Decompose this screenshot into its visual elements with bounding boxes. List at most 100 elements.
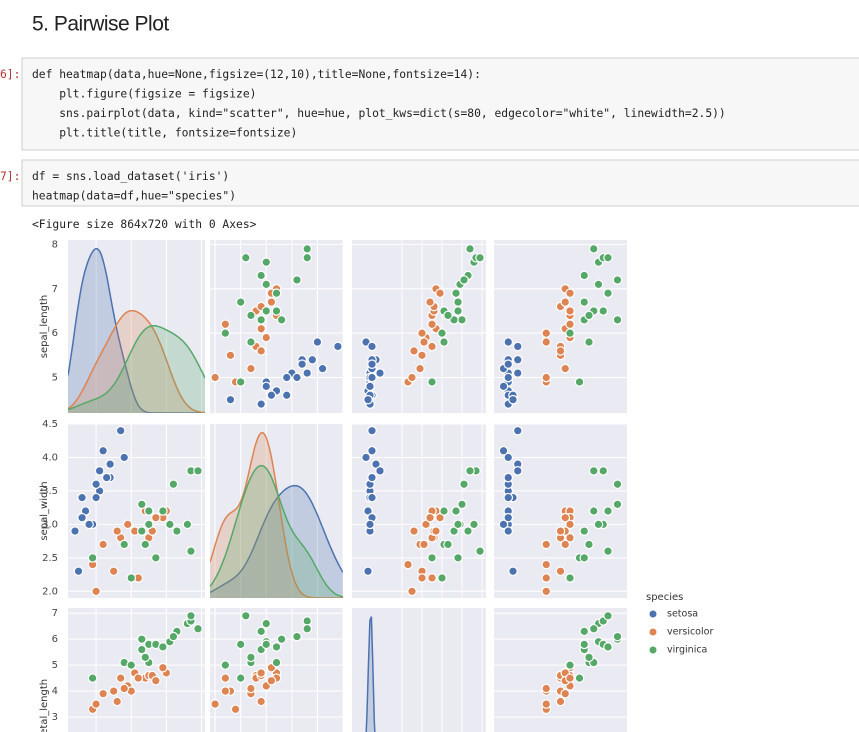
scatter-point [193, 466, 203, 476]
scatter-point [119, 452, 130, 463]
panel-background [210, 424, 343, 598]
scatter-point [115, 673, 126, 683]
scatter-point [453, 306, 463, 316]
code-cell[interactable] [21, 57, 859, 151]
scatter-point [541, 586, 552, 597]
scatter-point [261, 257, 272, 267]
kde-line [365, 616, 376, 732]
scatter-point [367, 472, 377, 483]
scatter-point [186, 546, 196, 556]
scatter-point [465, 466, 475, 476]
scatter-point [246, 652, 256, 663]
scatter-point [584, 310, 594, 321]
code-cell[interactable] [21, 159, 859, 207]
scatter-point [435, 288, 445, 299]
scatter-point [541, 573, 552, 583]
scatter-point [182, 519, 193, 530]
scatter-point [119, 683, 130, 694]
scatter-point [136, 526, 147, 536]
scatter-point [261, 332, 272, 343]
scatter-point [363, 394, 373, 405]
scatter-point [256, 399, 266, 409]
scatter-point [560, 512, 571, 523]
scatter-point [271, 306, 282, 316]
scatter-point [508, 394, 518, 405]
scatter-point [246, 683, 256, 694]
scatter-point [565, 328, 575, 338]
scatter-point [565, 319, 575, 330]
scatter-point [565, 519, 575, 530]
kde-line [210, 464, 343, 598]
scatter-point [271, 657, 282, 668]
scatter-point [375, 466, 385, 476]
scatter-point [409, 526, 419, 536]
scatter-point [541, 372, 552, 383]
panel-background [494, 608, 627, 732]
scatter-point [136, 634, 147, 644]
panel [352, 424, 486, 598]
scatter-point [365, 519, 375, 530]
panel-background [68, 240, 205, 413]
y-axis-label: petal_length [39, 679, 50, 732]
panel-background [494, 240, 627, 413]
scatter-point [225, 394, 236, 405]
scatter-point [256, 270, 266, 281]
y-tick-label: 8 [52, 239, 58, 250]
y-tick-label: 3 [52, 712, 58, 723]
scatter-point [403, 559, 413, 570]
scatter-point [419, 337, 429, 347]
scatter-point [256, 315, 266, 325]
scatter-point [363, 566, 373, 577]
scatter-point [220, 673, 231, 683]
scatter-point [98, 445, 108, 456]
section-title: 5. Pairwise Plot [32, 13, 169, 36]
scatter-point [302, 252, 312, 263]
code-line: plt.title(title, fontsize=fontsize) [32, 127, 297, 140]
scatter-point [579, 553, 590, 563]
scatter-point [261, 618, 272, 629]
scatter-point [603, 506, 613, 516]
panel [352, 240, 486, 413]
scatter-point [417, 328, 427, 338]
scatter-point [475, 252, 485, 263]
scatter-point [136, 499, 147, 510]
y-tick-label: 6 [52, 634, 58, 645]
scatter-point [140, 652, 151, 663]
scatter-point [77, 492, 87, 503]
scatter-point [256, 346, 266, 356]
scatter-point [108, 686, 119, 696]
scatter-point [91, 586, 101, 597]
scatter-point [133, 673, 144, 683]
scatter-point [235, 377, 246, 387]
scatter-point [417, 350, 427, 361]
kde-line [68, 309, 205, 413]
scatter-point [598, 306, 609, 316]
panel [210, 424, 343, 598]
scatter-point [584, 539, 594, 550]
scatter-point [151, 512, 161, 523]
scatter-point [367, 359, 377, 370]
scatter-point [512, 341, 523, 352]
scatter-point [367, 372, 377, 383]
scatter-point [579, 297, 590, 307]
scatter-point [87, 553, 98, 563]
scatter-point [126, 573, 137, 583]
scatter-point [439, 337, 449, 347]
scatter-point [271, 642, 282, 652]
kde-area [68, 248, 205, 413]
scatter-point [459, 479, 469, 490]
scatter-point [498, 519, 509, 530]
scatter-point [437, 328, 447, 338]
scatter-point [91, 699, 101, 709]
y-tick-label: 7 [52, 284, 58, 295]
scatter-point [256, 626, 266, 637]
scatter-point [427, 573, 437, 583]
scatter-point [439, 506, 449, 516]
scatter-point [407, 586, 417, 597]
scatter-point [297, 359, 307, 370]
y-tick-label: 4.0 [42, 452, 58, 463]
prompt: 7]: [0, 170, 20, 183]
scatter-point [84, 519, 94, 530]
scatter-point [126, 660, 137, 670]
scatter-point [457, 315, 467, 325]
